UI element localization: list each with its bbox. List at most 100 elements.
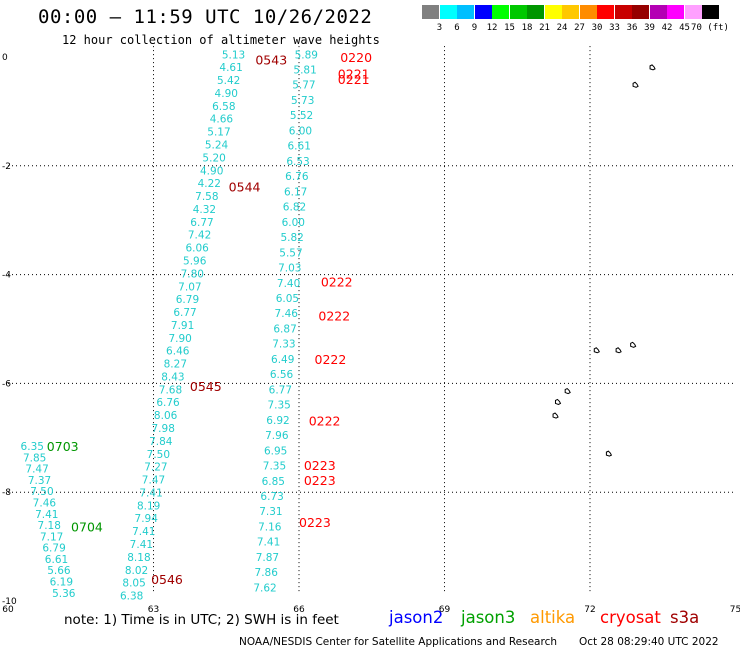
wave-height-value: 8.05 — [122, 578, 145, 590]
colorbar-label: 45 — [679, 23, 690, 33]
wave-height-value: 6.77 — [190, 217, 213, 229]
wave-height-value: 6.77 — [173, 307, 196, 319]
legend-s3a: s3a — [670, 608, 700, 627]
wave-height-value: 6.76 — [156, 397, 180, 409]
wave-height-value: 6.46 — [166, 346, 190, 358]
colorbar-swatch — [544, 5, 562, 19]
island-outline — [630, 341, 637, 348]
colorbar-swatch — [597, 5, 614, 19]
wave-height-value: 8.19 — [137, 500, 160, 512]
colorbar-label: 24 — [556, 23, 568, 33]
colorbar-label: 3 — [436, 23, 443, 33]
wave-height-value: 6.19 — [50, 577, 73, 589]
lat-tick-label: 0 — [2, 53, 8, 63]
island-outline — [554, 398, 562, 405]
pass-time-label: 0222 — [321, 275, 353, 290]
wave-height-value: 5.73 — [291, 95, 314, 107]
wave-height-value: 7.37 — [28, 475, 51, 487]
wave-height-value: 5.89 — [295, 49, 318, 61]
wave-height-value: 5.17 — [207, 127, 230, 139]
pass-time-label: 0220 — [340, 50, 372, 65]
colorbar-label: 12 — [486, 23, 498, 33]
wave-height-value: 8.27 — [164, 359, 187, 371]
wave-height-value: 5.24 — [205, 139, 229, 151]
wave-height-value: 5.42 — [217, 75, 240, 87]
wave-height-value: 7.91 — [171, 320, 194, 332]
wave-height-value: 5.96 — [183, 255, 207, 267]
wave-height-value: 6.53 — [286, 156, 309, 168]
island-outline — [593, 347, 600, 354]
colorbar-label: 36 — [626, 23, 638, 33]
wave-height-value: 5.82 — [280, 232, 303, 244]
legend-cryosat: cryosat — [600, 608, 661, 627]
colorbar-swatch — [509, 5, 527, 19]
lon-tick-label: 69 — [439, 605, 451, 615]
colorbar-swatch — [702, 5, 719, 19]
wave-height-value: 7.50 — [147, 449, 170, 461]
lat-tick-label: -6 — [2, 379, 11, 389]
lat-tick-label: -10 — [2, 597, 17, 607]
wave-height-value: 7.50 — [30, 486, 53, 498]
wave-height-value: 5.57 — [279, 247, 302, 259]
wave-height-value: 7.84 — [149, 436, 173, 448]
pass-time-label: 0703 — [47, 439, 79, 454]
colorbar-label: 6 — [454, 23, 460, 33]
colorbar-swatch — [579, 5, 597, 19]
pass-time-label: 0546 — [151, 572, 183, 587]
wave-height-value: 8.02 — [125, 565, 148, 577]
colorbar-label: 15 — [504, 23, 515, 33]
island-outline — [632, 81, 639, 88]
wave-height-value: 7.46 — [275, 308, 299, 320]
legend-altika: altika — [530, 608, 576, 627]
wave-height-value: 5.36 — [52, 588, 76, 600]
wave-height-value: 6.06 — [185, 243, 209, 255]
wave-height-value: 8.06 — [154, 410, 178, 422]
pass-time-label: 0543 — [255, 53, 287, 68]
wave-height-value: 5.77 — [292, 80, 315, 92]
wave-height-value: 7.96 — [265, 430, 289, 442]
wave-height-value: 6.05 — [276, 293, 299, 305]
wave-height-value: 6.61 — [288, 141, 311, 153]
colorbar-swatch — [562, 5, 579, 19]
wave-height-value: 7.35 — [263, 461, 286, 473]
island-outline — [615, 347, 622, 354]
wave-height-value: 6.87 — [273, 323, 296, 335]
wave-height-value: 6.73 — [260, 491, 283, 503]
generated-timestamp: Oct 28 08:29:40 UTC 2022 — [579, 636, 719, 648]
wave-height-value: 6.82 — [283, 202, 306, 214]
wave-height-value: 8.43 — [161, 371, 184, 383]
pass-time-label: 0223 — [304, 458, 336, 473]
lat-tick-label: -2 — [2, 162, 11, 172]
wave-height-value: 5.13 — [222, 49, 245, 61]
wave-height-value: 5.20 — [202, 152, 225, 164]
pass-time-label: 0222 — [315, 352, 347, 367]
wave-height-value: 6.38 — [120, 591, 143, 603]
pass-time-label: 0223 — [304, 473, 336, 488]
wave-height-value: 7.35 — [267, 400, 290, 412]
wave-height-value: 7.41 — [132, 526, 155, 538]
wave-height-value: 6.00 — [282, 217, 305, 229]
colorbar-swatch — [527, 5, 544, 19]
colorbar-swatch — [474, 5, 492, 19]
wave-height-value: 7.27 — [144, 462, 167, 474]
colorbar-swatch — [492, 5, 509, 19]
colorbar-label: 9 — [471, 23, 478, 33]
wave-height-value: 6.61 — [45, 554, 68, 566]
island-outline — [552, 412, 559, 419]
wave-height-value: 7.41 — [130, 539, 153, 551]
wave-height-value: 7.47 — [25, 464, 48, 476]
wave-height-value: 4.32 — [193, 204, 216, 216]
wave-height-value: 7.87 — [256, 552, 279, 564]
pass-time-label: 0545 — [190, 379, 222, 394]
colorbar-label: 21 — [539, 23, 550, 33]
colorbar-label: 42 — [661, 23, 673, 33]
wave-height-value: 7.07 — [178, 281, 201, 293]
colorbar-swatch — [614, 5, 632, 19]
wave-height-value: 4.90 — [215, 88, 238, 100]
lon-tick-label: 75 — [730, 605, 740, 615]
wave-height-value: 6.00 — [289, 125, 312, 137]
island-outline — [605, 450, 613, 457]
colorbar-label: 33 — [609, 23, 620, 33]
island-outline — [649, 64, 656, 71]
